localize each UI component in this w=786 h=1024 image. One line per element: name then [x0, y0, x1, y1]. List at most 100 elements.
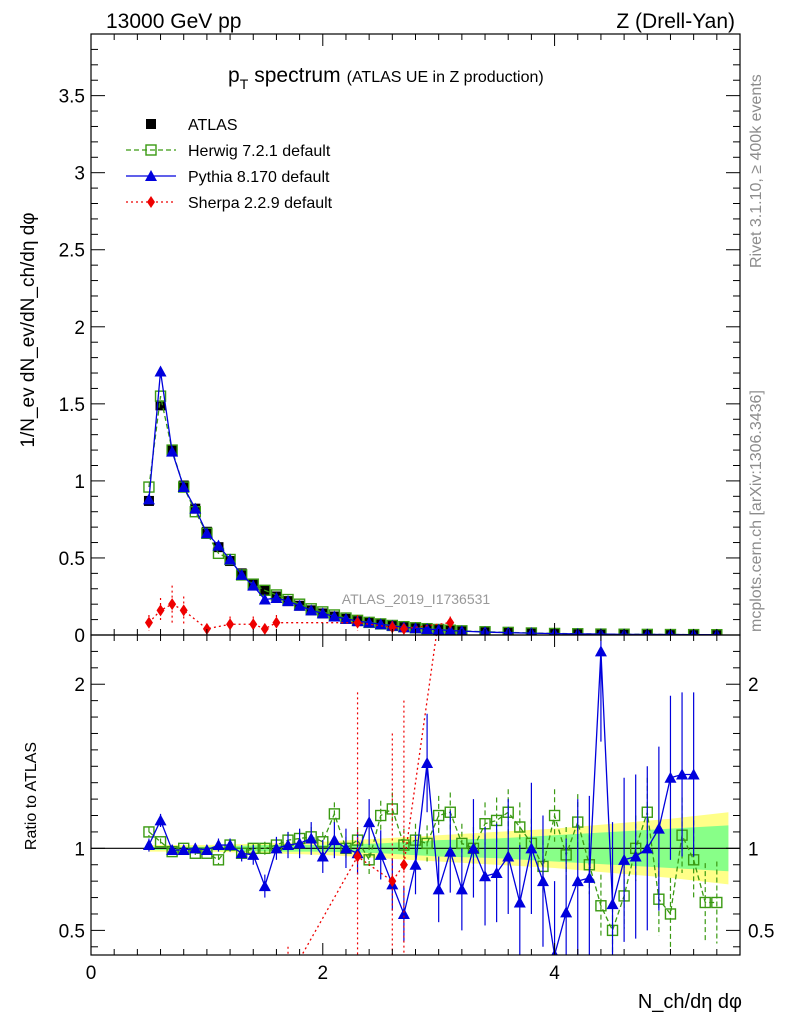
ratio-pythia-point	[258, 880, 271, 892]
main-y-tick-label: 3.5	[59, 87, 85, 108]
energy-label: 13000 GeV pp	[106, 10, 241, 33]
main-y-tick-label: 1.5	[59, 395, 85, 416]
ratio-pythia-point	[224, 839, 237, 851]
ratio-pythia-point	[189, 842, 202, 854]
main-pythia-point	[166, 445, 179, 457]
main-pythia-point	[270, 592, 283, 604]
ratio-pythia-point	[629, 850, 642, 862]
main-pythia-point	[374, 618, 387, 630]
ratio-series-pythia	[142, 635, 700, 955]
chart-title-p: p	[228, 64, 240, 87]
ratio-pythia-point	[536, 875, 549, 887]
ratio-pythia-point	[397, 907, 410, 919]
ratio-pythia-point	[212, 839, 225, 851]
ratio-herwig-point	[595, 900, 607, 912]
main-sherpa-point	[168, 598, 177, 611]
main-pythia-point	[421, 622, 434, 634]
ratio-pythia-point	[293, 837, 306, 849]
ratio-pythia-point	[328, 834, 341, 846]
ratio-pythia-point	[374, 848, 387, 860]
ratio-pythia-point	[594, 645, 607, 657]
main-pythia-point	[409, 622, 422, 634]
rivet-version-label: Rivet 3.1.10, ≥ 400k events	[748, 74, 765, 268]
legend-label-herwig: Herwig 7.2.1 default	[188, 143, 331, 160]
ratio-herwig-point	[259, 842, 271, 855]
chart-title: pT spectrum (ATLAS UE in Z production)	[228, 64, 544, 92]
legend-marker-pythia	[145, 170, 157, 181]
legend-label-atlas: ATLAS	[188, 117, 238, 134]
legend: ATLAS Herwig 7.2.1 default Pythia 8.170 de…	[126, 117, 333, 212]
ratio-herwig-point	[664, 908, 677, 920]
main-pythia-point	[316, 607, 329, 619]
ratio-pythia-point	[282, 839, 295, 851]
x-tick-label: 2	[317, 963, 328, 984]
ratio-pythia-point	[455, 883, 468, 895]
ratio-pythia-point	[664, 771, 677, 783]
main-sherpa-point	[399, 622, 408, 635]
ratio-sherpa-point	[388, 875, 397, 888]
ratio-pythia-point	[490, 866, 503, 878]
chart-title-note: (ATLAS UE in Z production)	[347, 69, 544, 86]
ratio-herwig-point	[398, 839, 410, 851]
x-axis-label: N_ch/dη dφ	[638, 991, 742, 1013]
ratio-pythia-point	[467, 842, 480, 854]
x-tick-label: 4	[549, 963, 560, 984]
ratio-pythia-point	[363, 816, 376, 828]
ratio-pythia-point	[142, 839, 155, 851]
x-tick-label: 0	[86, 963, 97, 984]
ratio-pythia-point	[339, 842, 352, 854]
ratio-sherpa-point	[446, 531, 454, 543]
ratio-y-tick-label: 2	[74, 675, 85, 696]
ratio-sherpa-point	[399, 858, 408, 871]
main-y-tick-label: 3	[74, 164, 85, 185]
process-label: Z (Drell-Yan)	[616, 10, 735, 33]
chart-title-sub: T	[240, 76, 249, 92]
ratio-herwig-point	[375, 809, 387, 822]
main-y-tick-label: 2.5	[59, 241, 85, 262]
main-sherpa-point	[249, 618, 258, 631]
main-sherpa-point	[272, 616, 281, 629]
ratio-herwig-point	[212, 854, 225, 866]
main-pythia-point	[258, 593, 271, 605]
main-pythia-point	[200, 527, 213, 539]
ratio-pythia-point	[525, 842, 538, 854]
ratio-pythia-point	[177, 843, 190, 855]
ratio-y-tick-label-right: 2	[748, 675, 759, 696]
ratio-y-tick-label-right: 0.5	[748, 921, 774, 942]
main-pythia-point	[212, 539, 225, 551]
main-sherpa-point	[156, 604, 165, 617]
main-sherpa-point	[446, 616, 455, 629]
ratio-pythia-point	[652, 822, 665, 834]
legend-marker-sherpa	[147, 196, 155, 208]
ratio-pythia-point	[641, 842, 654, 854]
main-sherpa-point	[144, 616, 153, 629]
ratio-pythia-point	[200, 843, 213, 855]
ratio-herwig-point	[154, 836, 167, 848]
main-sherpa-point	[226, 618, 235, 631]
mcplots-reference-label: mcplots.cern.ch [arXiv:1306.3436]	[748, 390, 765, 632]
ratio-herwig-point	[328, 808, 341, 820]
main-y-axis-label: 1/N_ev dN_ev/dN_ch/dη dφ	[18, 212, 39, 447]
ratio-herwig-point	[711, 896, 723, 909]
ratio-pythia-point	[687, 768, 700, 780]
ratio-pythia-point	[571, 875, 584, 887]
ratio-pythia-point	[560, 906, 573, 918]
ratio-pythia-point	[444, 845, 457, 857]
main-pythia-point	[305, 604, 318, 616]
chart-title-word: spectrum	[254, 64, 340, 87]
ratio-sherpa-point	[353, 850, 362, 863]
ratio-pythia-point	[154, 814, 167, 826]
main-pythia-point	[235, 568, 248, 580]
ratio-y-tick-label: 0.5	[59, 921, 85, 942]
main-sherpa-point	[260, 622, 269, 635]
main-pythia-point	[328, 610, 341, 622]
ratio-herwig-point	[514, 821, 526, 833]
main-atlas-point	[155, 400, 166, 411]
ratio-pythia-point	[421, 757, 434, 768]
ratio-herwig-point	[432, 809, 445, 822]
ratio-series-sherpa	[287, 531, 454, 955]
ratio-pythia-point	[409, 858, 422, 870]
ratio-pythia-point	[270, 842, 283, 854]
ratio-herwig-point	[421, 837, 433, 850]
